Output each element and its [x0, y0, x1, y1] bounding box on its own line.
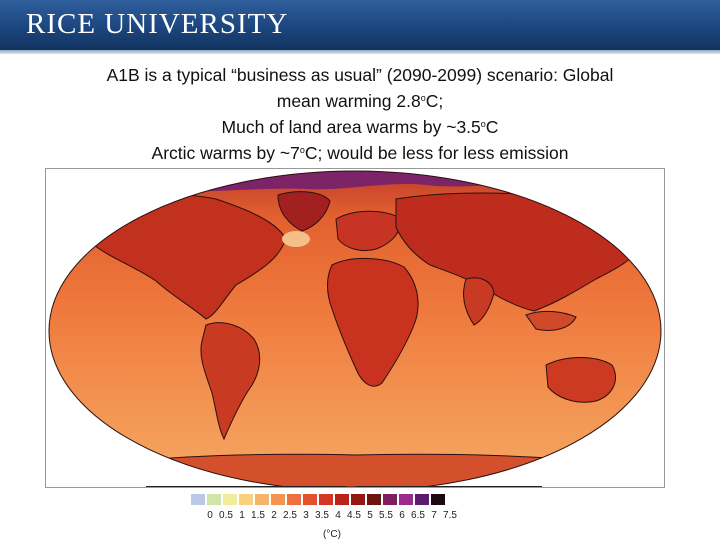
line4-unit: C; would be less for less emission: [304, 143, 569, 163]
header-bar: RICE UNIVERSITY: [0, 0, 720, 50]
header-divider: [0, 50, 720, 54]
legend-swatch: [222, 493, 238, 506]
degree-sup: o: [299, 145, 305, 155]
legend-tick-label: 6: [399, 510, 405, 521]
legend-tick-label: 7.5: [443, 510, 457, 521]
australia: [545, 357, 616, 403]
legend-swatch: [398, 493, 414, 506]
legend-tick-label: 2: [271, 510, 277, 521]
legend-tick-label: 0.5: [219, 510, 233, 521]
temperature-legend: 0 0.5 1 1.5 2 2.5 3 3.5 4 4.5 5 5.5 6 6.5 7 7.5 (°C): [190, 493, 457, 540]
legend-tick-label: 6.5: [411, 510, 425, 521]
globe-outline: [48, 170, 662, 487]
warming-map: [45, 168, 665, 488]
legend-swatch: [254, 493, 270, 506]
legend-tick-label: 3: [303, 510, 309, 521]
legend-tick-labels: 0 0.5 1 1.5 2 2.5 3 3.5 4 4.5 5 5.5 6 6.5 7 7.5: [190, 510, 457, 524]
line3-text: Much of land area warms by ~3.5: [221, 117, 481, 137]
north-atlantic-cool-spot: [282, 231, 310, 247]
legend-swatch: [350, 493, 366, 506]
legend-swatch: [430, 493, 446, 506]
india: [463, 277, 495, 326]
legend-swatch: [286, 493, 302, 506]
headline-line-3: Much of land area warms by ~3.5oC: [30, 113, 690, 139]
legend-tick-label: 1.5: [251, 510, 265, 521]
world-map-svg: [48, 170, 662, 487]
rice-university-logo: RICE UNIVERSITY: [26, 8, 289, 40]
line4-text: Arctic warms by ~7: [151, 143, 300, 163]
legend-tick-label: 0: [207, 510, 213, 521]
south-america: [200, 322, 261, 441]
legend-tick-label: 7: [431, 510, 437, 521]
europe: [335, 210, 400, 252]
legend-tick-label: 2.5: [283, 510, 297, 521]
legend-tick-label: 4.5: [347, 510, 361, 521]
legend-swatch: [206, 493, 222, 506]
line2-text: mean warming 2.8: [276, 91, 421, 111]
legend-tick-label: 3.5: [315, 510, 329, 521]
legend-tick-label: 5.5: [379, 510, 393, 521]
legend-tick-label: 1: [239, 510, 245, 521]
legend-swatch: [190, 493, 206, 506]
headline-line-2: mean warming 2.8oC;: [30, 87, 690, 113]
map-baseline-left: [146, 486, 346, 487]
legend-swatch: [334, 493, 350, 506]
legend-swatch: [270, 493, 286, 506]
legend-tick-label: 5: [367, 510, 373, 521]
se-asia-islands: [525, 310, 577, 331]
legend-unit: (°C): [323, 529, 341, 540]
antarctica: [49, 453, 661, 487]
legend-swatch: [318, 493, 334, 506]
slide-headline: A1B is a typical “business as usual” (20…: [30, 64, 690, 165]
map-baseline-right: [356, 486, 542, 487]
legend-swatch: [382, 493, 398, 506]
legend-swatch: [302, 493, 318, 506]
legend-swatch: [238, 493, 254, 506]
legend-swatch: [366, 493, 382, 506]
greenland: [277, 191, 331, 232]
line2-unit: C;: [425, 91, 444, 111]
legend-color-bar: [190, 493, 446, 506]
africa: [327, 257, 419, 387]
headline-line-4: Arctic warms by ~7oC; would be less for …: [30, 139, 690, 165]
headline-line-1: A1B is a typical “business as usual” (20…: [106, 65, 614, 85]
legend-tick-label: 4: [335, 510, 341, 521]
legend-swatch: [414, 493, 430, 506]
degree-sup: o: [420, 93, 426, 103]
line3-unit: C: [485, 117, 499, 137]
degree-sup: o: [480, 119, 486, 129]
